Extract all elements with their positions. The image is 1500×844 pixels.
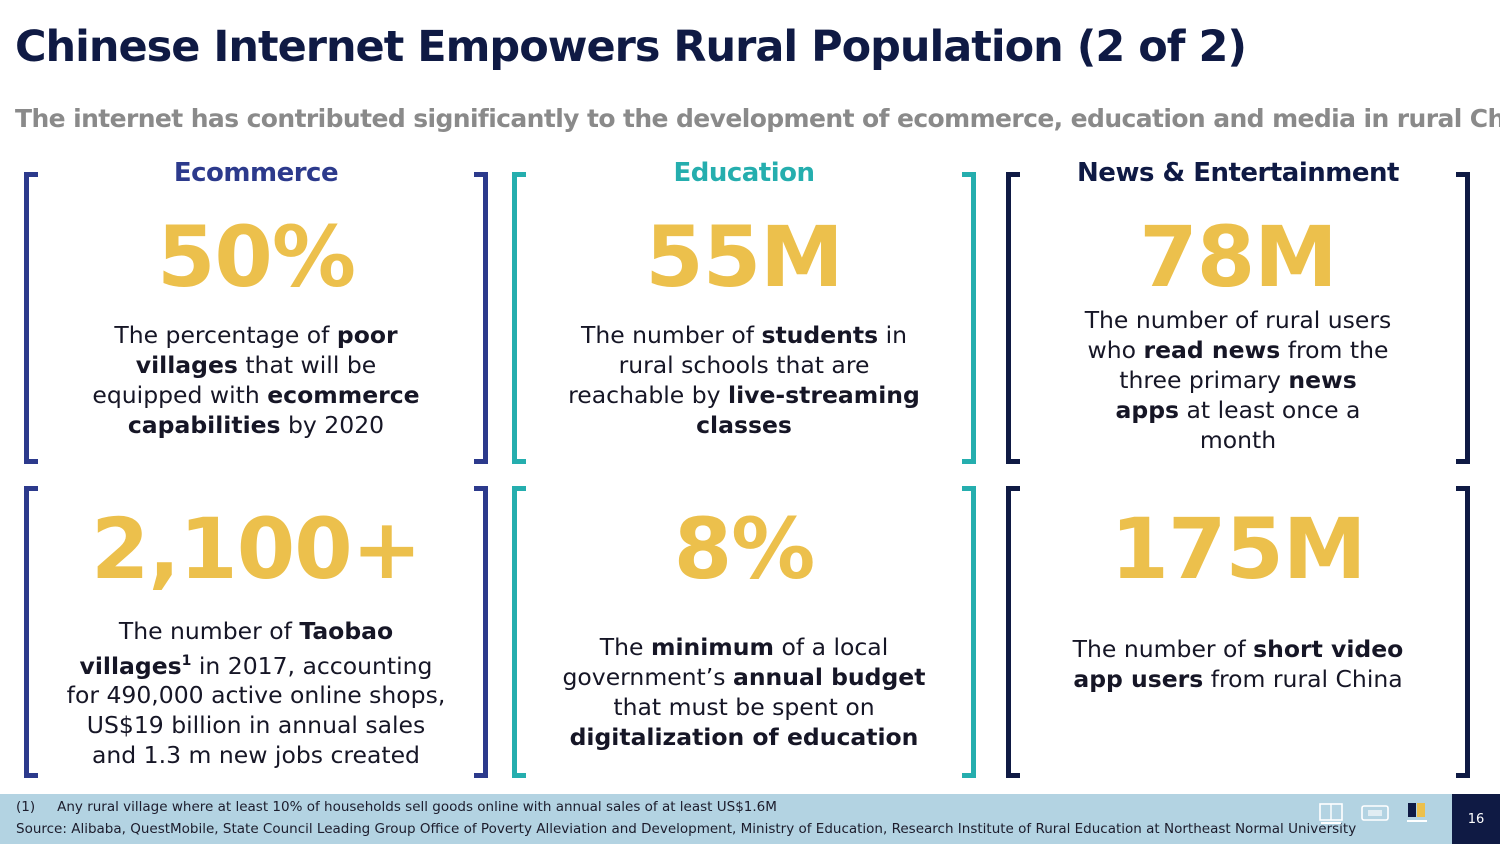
stat-description: The percentage of poor villages that wil… (92, 321, 420, 439)
stat-description: The number of Taobao villages1 in 2017, … (66, 616, 446, 770)
right-bracket (1456, 172, 1470, 464)
footer-bar: (1) Any rural village where at least 10% … (0, 794, 1500, 844)
left-bracket (24, 172, 38, 464)
stat-value: 2,100+ (90, 500, 422, 598)
right-bracket (474, 486, 488, 778)
left-bracket (512, 172, 526, 464)
left-bracket (1006, 486, 1020, 778)
column-heading-ecommerce: Ecommerce (173, 158, 339, 188)
partner-logo-icon (1360, 800, 1390, 826)
left-bracket (1006, 172, 1020, 464)
stat-value: 175M (1110, 500, 1367, 598)
stat-description: The number of students in rural schools … (568, 321, 920, 439)
news-top-card: News & Entertainment 78M The number of r… (1006, 158, 1470, 464)
footnote: (1) Any rural village where at least 10% … (16, 799, 777, 815)
ecommerce-top-card: Ecommerce 50% The percentage of poor vil… (24, 158, 488, 464)
left-bracket (512, 486, 526, 778)
column-heading-news: News & Entertainment (1077, 158, 1399, 188)
stat-description: The number of short video app users from… (1072, 635, 1404, 693)
book-logo-icon (1318, 800, 1344, 826)
left-bracket (24, 486, 38, 778)
stat-value: 55M (645, 208, 843, 306)
stat-description: The number of rural users who read news … (1084, 306, 1392, 454)
ecommerce-bottom-card: 2,100+ The number of Taobao villages1 in… (24, 486, 488, 778)
right-bracket (474, 172, 488, 464)
stat-value: 78M (1139, 208, 1337, 306)
stat-description: The minimum of a local government’s annu… (562, 633, 926, 751)
education-bottom-card: 8% The minimum of a local government’s a… (512, 486, 976, 778)
source-note: Source: Alibaba, QuestMobile, State Coun… (16, 821, 1357, 837)
column-heading-education: Education (673, 158, 815, 188)
education-top-card: Education 55M The number of students in … (512, 158, 976, 464)
page-number: 16 (1452, 794, 1500, 844)
brand-logo-icon (1404, 800, 1430, 826)
page-subtitle: The internet has contributed significant… (15, 104, 1500, 133)
stat-value: 50% (156, 208, 356, 306)
news-bottom-card: 175M The number of short video app users… (1006, 486, 1470, 778)
right-bracket (962, 172, 976, 464)
page-title: Chinese Internet Empowers Rural Populati… (15, 22, 1247, 72)
stat-value: 8% (673, 500, 816, 598)
right-bracket (1456, 486, 1470, 778)
right-bracket (962, 486, 976, 778)
